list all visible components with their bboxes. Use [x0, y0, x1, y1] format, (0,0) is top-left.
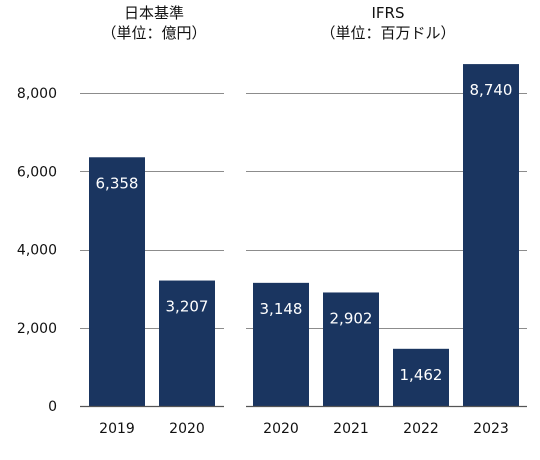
bar	[323, 292, 379, 406]
x-tick-label: 2021	[333, 421, 369, 437]
bar-value-label: 1,462	[400, 366, 443, 384]
bar-value-label: 8,740	[470, 81, 513, 99]
x-tick-label: 2020	[263, 421, 299, 437]
bar-value-label: 3,207	[166, 298, 209, 316]
panel-title-unit: （単位：億円）	[101, 24, 207, 42]
panel-title-ifrs: IFRS （単位：百万ドル）	[300, 3, 476, 43]
bar-value-label: 3,148	[260, 300, 303, 318]
panel-title-main: 日本基準	[123, 4, 184, 22]
bar-value-label: 6,358	[96, 174, 139, 192]
panel-title-unit: （単位：百万ドル）	[320, 24, 456, 42]
bar	[159, 280, 215, 406]
bar	[393, 348, 449, 406]
y-tick-label: 8,000	[17, 86, 57, 102]
y-tick-label: 4,000	[17, 243, 57, 259]
x-tick-label: 2019	[99, 421, 135, 437]
y-tick-label: 6,000	[17, 164, 57, 180]
x-tick-label: 2022	[403, 421, 439, 437]
x-tick-label: 2023	[473, 421, 509, 437]
panel-title-jgaap: 日本基準 （単位：億円）	[80, 3, 228, 43]
x-tick-label: 2020	[169, 421, 205, 437]
bar	[463, 64, 519, 407]
panel-title-main: IFRS	[371, 4, 405, 22]
y-tick-label: 0	[48, 399, 57, 415]
bar	[89, 157, 145, 406]
bar-value-label: 2,902	[330, 309, 373, 327]
y-tick-label: 2,000	[17, 321, 57, 337]
bar	[253, 282, 309, 406]
